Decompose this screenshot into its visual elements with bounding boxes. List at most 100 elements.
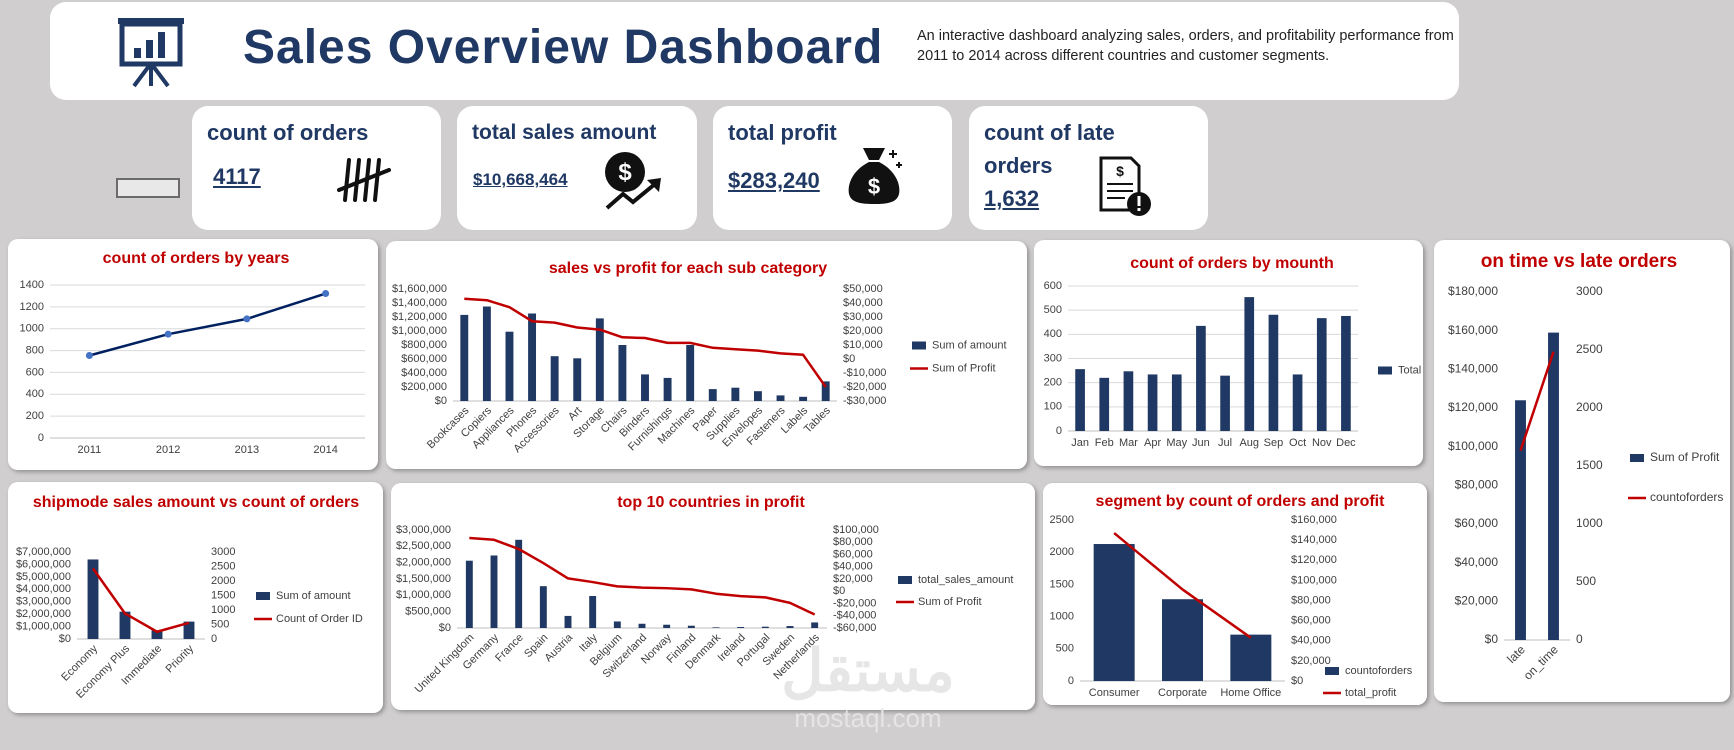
x-tick-label: Oct xyxy=(1289,437,1306,449)
bar xyxy=(539,586,547,628)
bar xyxy=(87,559,99,639)
bar xyxy=(482,306,491,401)
bar xyxy=(1099,377,1110,431)
bar xyxy=(761,626,769,628)
chart-panel xyxy=(8,482,383,713)
y2-tick-label: $80,000 xyxy=(1291,594,1331,606)
y2-tick-label: $20,000 xyxy=(1291,655,1331,667)
legend-swatch xyxy=(1630,454,1644,462)
y-tick-label: 1000 xyxy=(20,323,44,335)
legend-label: countoforders xyxy=(1345,665,1413,677)
x-tick-label: Dec xyxy=(1336,437,1356,449)
y-tick-label: $800,000 xyxy=(401,339,447,351)
legend-swatch xyxy=(1325,667,1339,675)
y-tick-label: 2500 xyxy=(1050,514,1074,526)
x-tick-label: 2013 xyxy=(235,444,259,456)
y2-tick-label: $140,000 xyxy=(1291,534,1337,546)
kpi-label: total profit xyxy=(728,120,837,145)
line xyxy=(89,292,327,357)
legend-label: Sum of Profit xyxy=(932,362,996,374)
chart-title: count of orders by years xyxy=(103,250,290,267)
bar xyxy=(573,358,582,401)
y-tick-label: $0 xyxy=(439,622,451,634)
selected-cell xyxy=(116,178,180,198)
line xyxy=(469,536,816,616)
y-tick-label: $2,000,000 xyxy=(16,608,71,620)
chart-title: segment by count of orders and profit xyxy=(1096,493,1386,510)
bar xyxy=(1093,544,1135,681)
x-tick-label: May xyxy=(1166,437,1187,449)
legend-label: Count of Order ID xyxy=(276,613,363,625)
y-tick-label: $160,000 xyxy=(1448,323,1498,337)
x-tick-label: 2014 xyxy=(313,444,337,456)
y2-tick-label: -$30,000 xyxy=(843,395,886,407)
legend-label: total_sales_amount xyxy=(918,574,1013,586)
bar xyxy=(708,389,717,401)
bar xyxy=(1548,332,1559,640)
y2-tick-label: 500 xyxy=(1576,574,1596,588)
legend-swatch xyxy=(898,576,912,584)
bar xyxy=(460,314,469,401)
y2-tick-label: $100,000 xyxy=(833,524,879,536)
line-marker xyxy=(85,351,93,359)
bar xyxy=(618,345,627,401)
y2-tick-label: 500 xyxy=(211,618,229,630)
y-tick-label: 0 xyxy=(1056,425,1062,437)
y2-tick-label: $60,000 xyxy=(1291,615,1331,627)
y-tick-label: 500 xyxy=(1044,304,1062,316)
y-tick-label: $0 xyxy=(1485,632,1499,646)
y-tick-label: 1500 xyxy=(1050,578,1074,590)
bar xyxy=(686,345,695,401)
legend-label: Total xyxy=(1398,364,1421,376)
y-tick-label: $120,000 xyxy=(1448,400,1498,414)
y2-tick-label: -$10,000 xyxy=(843,367,886,379)
bar xyxy=(490,555,498,628)
chart-title: shipmode sales amount vs count of orders xyxy=(33,494,359,511)
bar xyxy=(564,615,572,628)
y2-tick-label: $10,000 xyxy=(843,339,883,351)
bar xyxy=(528,313,537,401)
y-tick-label: $40,000 xyxy=(1455,555,1499,569)
y-tick-label: 200 xyxy=(1044,377,1062,389)
bar xyxy=(1220,375,1230,431)
y-tick-label: $500,000 xyxy=(405,606,451,618)
y-tick-label: 1400 xyxy=(20,279,44,291)
bar xyxy=(799,396,808,401)
x-tick-label: 2011 xyxy=(78,444,102,456)
legend-label: Sum of amount xyxy=(932,339,1007,351)
line-marker xyxy=(164,330,172,338)
watermark-latin: mostaql.com xyxy=(794,703,941,733)
y-tick-label: 2000 xyxy=(1050,546,1074,558)
x-tick-label: Sep xyxy=(1264,437,1284,449)
y-tick-label: $1,200,000 xyxy=(392,311,447,323)
legend-label: total_profit xyxy=(1345,687,1396,699)
y2-tick-label: $20,000 xyxy=(843,325,883,337)
y2-tick-label: -$40,000 xyxy=(833,610,876,622)
bar xyxy=(663,624,671,628)
x-tick-label: Consumer xyxy=(1089,687,1140,699)
y-tick-label: 400 xyxy=(1044,328,1062,340)
kpi-value: 1,632 xyxy=(984,186,1040,211)
bar xyxy=(731,387,740,401)
y2-tick-label: -$20,000 xyxy=(843,381,886,393)
x-tick-label: Aug xyxy=(1239,437,1259,449)
bar xyxy=(515,539,523,628)
y2-tick-label: -$60,000 xyxy=(833,622,876,634)
y2-tick-label: $20,000 xyxy=(833,573,873,585)
y-tick-label: $140,000 xyxy=(1448,362,1498,376)
y2-tick-label: 1000 xyxy=(1576,516,1603,530)
bar xyxy=(1341,315,1351,431)
y-tick-label: $400,000 xyxy=(401,367,447,379)
y2-tick-label: 1000 xyxy=(211,604,235,616)
kpi-value: $10,668,464 xyxy=(473,170,568,189)
x-tick-label: Mar xyxy=(1119,437,1138,449)
legend-swatch xyxy=(256,592,270,600)
header: Sales Overview Dashboard An interactive … xyxy=(50,2,1459,100)
y2-tick-label: $60,000 xyxy=(833,548,873,560)
legend-label: Sum of Profit xyxy=(1650,450,1720,464)
legend-swatch xyxy=(1378,366,1392,375)
y2-tick-label: 2000 xyxy=(1576,400,1603,414)
line xyxy=(1113,532,1252,639)
y-tick-label: 600 xyxy=(1044,280,1062,292)
